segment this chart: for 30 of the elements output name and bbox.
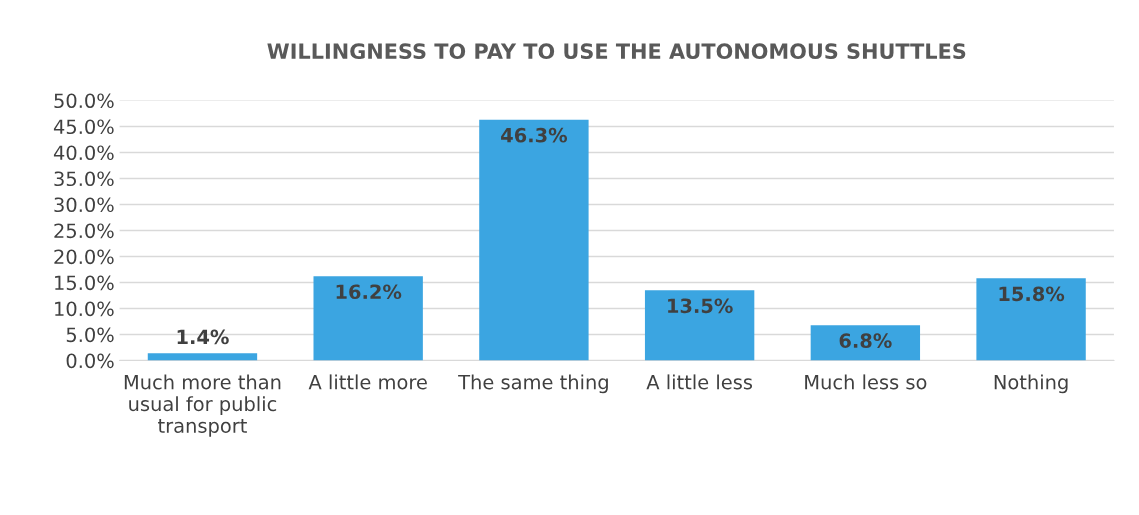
y-tick-label: 10.0%	[55, 301, 114, 317]
x-tick-label: Much less so	[805, 374, 927, 390]
y-tick-label: 30.0%	[54, 197, 114, 213]
x-tick-label: The same thing	[458, 374, 608, 394]
bar	[313, 276, 423, 361]
y-tick-label: 50.0%	[54, 93, 114, 109]
y-tick-label: 35.0%	[54, 171, 114, 187]
y-tick-label: 40.0%	[53, 145, 114, 161]
x-tick-label: Much more than usual for public transport	[124, 374, 281, 437]
bar	[810, 325, 921, 361]
data-label: 16.2%	[336, 284, 402, 300]
bar	[976, 278, 1086, 361]
y-tick-label: 5.0%	[66, 327, 114, 343]
x-tick-label: Nothing	[994, 374, 1068, 394]
data-label: 46.3%	[501, 127, 568, 143]
y-tick-label: 45.0%	[53, 119, 114, 135]
x-tick-label: A little less	[646, 374, 753, 390]
y-tick-label: 0.0%	[66, 353, 114, 369]
chart-title: WILLINGNESS TO PAY TO USE THE AUTONOMOUS SHUTTLES	[267, 43, 966, 60]
bar	[147, 353, 258, 361]
bar	[644, 290, 755, 361]
data-label: 15.8%	[999, 286, 1065, 302]
data-label: 13.5%	[668, 298, 733, 314]
y-tick-label: 25.0%	[54, 223, 114, 239]
data-label: 6.8%	[839, 333, 892, 348]
y-tick-label: 20.0%	[54, 249, 114, 265]
x-tick-label: A little more	[308, 374, 427, 390]
data-label: 1.4%	[177, 329, 229, 345]
y-tick-label: 15.0%	[55, 275, 114, 291]
bar	[479, 119, 589, 361]
